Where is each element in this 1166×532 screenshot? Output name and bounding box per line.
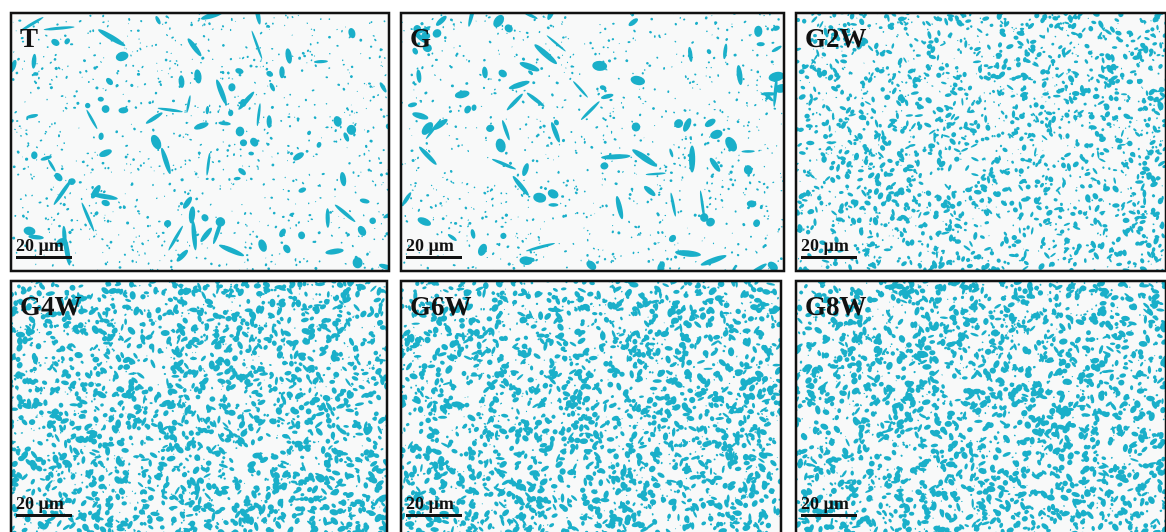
panel: G4W20 µm xyxy=(7,275,393,532)
scale-bar-label: 20 µm xyxy=(16,235,64,255)
figure: T20 µm G20 µm G2W20 µm G4W20 µm G6W20 µm… xyxy=(0,0,1166,532)
particle xyxy=(860,141,861,142)
scale-bar xyxy=(16,256,72,259)
scale-bar-label: 20 µm xyxy=(406,235,454,255)
particle xyxy=(916,54,920,57)
particle xyxy=(1143,190,1147,198)
particle xyxy=(939,66,945,71)
particle xyxy=(454,222,457,225)
particle xyxy=(657,213,660,216)
particle xyxy=(228,178,230,181)
panel: G2W 20 µm xyxy=(792,8,1166,275)
particle xyxy=(981,56,983,58)
panel-label: T xyxy=(20,23,38,53)
panel: G 20 µm xyxy=(400,1,789,280)
particle xyxy=(221,389,222,390)
scale-bar xyxy=(406,256,462,259)
particle xyxy=(110,221,112,222)
particle xyxy=(18,20,21,22)
particle xyxy=(175,250,177,251)
particle xyxy=(610,113,611,114)
particle xyxy=(362,499,363,500)
particle xyxy=(336,179,338,181)
particle xyxy=(592,47,594,49)
particle xyxy=(1019,260,1021,262)
particle xyxy=(689,146,695,173)
particle xyxy=(276,85,277,87)
particle xyxy=(654,35,656,38)
particle xyxy=(519,254,521,255)
particle xyxy=(743,125,745,127)
particle xyxy=(636,174,637,175)
particle xyxy=(164,373,166,375)
scale-bar-label: 20 µm xyxy=(801,235,849,255)
panel-label: G2W xyxy=(805,23,867,53)
particle xyxy=(900,148,904,152)
particle xyxy=(279,66,284,78)
particle xyxy=(240,139,247,146)
panel-label: G xyxy=(410,23,431,53)
particle xyxy=(1150,68,1153,71)
particle xyxy=(126,222,129,225)
scale-bar xyxy=(801,256,857,259)
panel-background xyxy=(10,12,390,272)
particle xyxy=(1005,115,1008,119)
particle xyxy=(230,29,231,31)
particle xyxy=(548,203,558,207)
particle xyxy=(166,51,168,53)
particle xyxy=(314,104,316,106)
particle xyxy=(515,236,516,237)
particle xyxy=(726,63,728,65)
particle xyxy=(1140,205,1145,208)
particle xyxy=(945,148,948,150)
panel: T 20 µm xyxy=(9,3,396,274)
particle xyxy=(612,260,614,262)
particle xyxy=(1020,28,1024,30)
particle xyxy=(714,109,716,110)
